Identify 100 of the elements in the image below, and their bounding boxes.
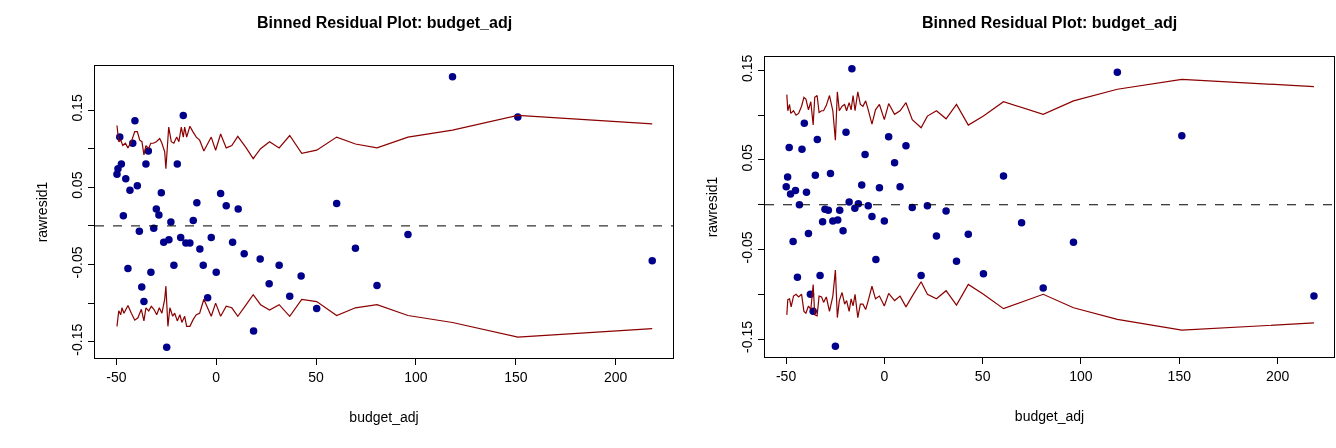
point <box>228 238 237 246</box>
point <box>857 181 866 189</box>
x-tick-label: 150 <box>1167 367 1192 384</box>
point <box>793 273 802 282</box>
point <box>404 230 412 239</box>
x-tick-label: 50 <box>974 367 991 384</box>
point <box>212 268 220 276</box>
point <box>816 271 824 280</box>
point <box>176 233 185 242</box>
point <box>842 128 850 136</box>
point <box>648 256 656 265</box>
y-tick-label: -0.05 <box>69 246 86 279</box>
point <box>884 132 893 141</box>
point <box>131 117 139 125</box>
point <box>216 189 225 198</box>
chart-title: Binned Residual Plot: budget_adj <box>922 14 1178 31</box>
point <box>152 205 161 213</box>
x-tick-label: -50 <box>775 367 797 384</box>
y-tick-label: -0.15 <box>739 320 756 353</box>
point <box>979 269 988 278</box>
point <box>791 186 800 195</box>
point <box>804 229 813 238</box>
point <box>848 64 856 73</box>
x-tick-label: 0 <box>880 367 889 384</box>
point <box>818 218 827 226</box>
point <box>1017 218 1026 227</box>
point <box>285 292 294 300</box>
point <box>265 280 273 288</box>
y-axis-title: rawresid1 <box>704 176 720 238</box>
point <box>942 207 950 215</box>
x-axis-title: budget_adj <box>349 409 419 426</box>
point <box>162 343 171 351</box>
y-tick-label: -0.05 <box>739 231 756 264</box>
point <box>203 294 212 302</box>
point <box>240 249 248 258</box>
point <box>126 186 134 195</box>
point <box>1178 132 1186 140</box>
point <box>157 188 166 197</box>
point <box>147 268 155 276</box>
line-series <box>786 269 1315 331</box>
y-tick-label: 0.15 <box>69 94 86 122</box>
chart-title: Binned Residual Plot: budget_adj <box>257 14 513 31</box>
point <box>113 170 121 178</box>
point <box>137 283 146 291</box>
point <box>826 169 835 178</box>
point <box>880 217 889 225</box>
point <box>332 199 341 208</box>
point <box>800 119 809 128</box>
point <box>782 183 790 191</box>
point <box>964 230 973 239</box>
point <box>140 297 148 306</box>
point <box>142 160 150 168</box>
point <box>795 201 804 209</box>
point <box>829 217 837 225</box>
point <box>839 226 847 235</box>
x-tick-label: 200 <box>1265 367 1290 384</box>
point <box>193 198 201 207</box>
point <box>932 232 941 240</box>
point <box>1069 238 1078 247</box>
point <box>133 181 142 190</box>
point <box>167 218 175 226</box>
point <box>256 255 264 263</box>
point <box>179 111 188 120</box>
point <box>785 143 793 152</box>
point <box>173 160 182 168</box>
line-series <box>116 114 653 170</box>
point <box>783 173 792 181</box>
line-series <box>786 78 1315 141</box>
point <box>923 201 932 210</box>
point <box>119 212 128 220</box>
point <box>868 212 876 221</box>
point <box>872 255 880 264</box>
point <box>811 171 820 179</box>
point <box>835 206 844 214</box>
point <box>952 257 961 265</box>
y-axis-title: rawresid1 <box>34 181 50 243</box>
x-tick-label: 100 <box>1069 367 1093 384</box>
point <box>275 261 283 270</box>
point <box>312 304 321 313</box>
point <box>448 73 457 81</box>
point <box>845 198 853 206</box>
point <box>1039 284 1047 292</box>
point <box>165 236 173 244</box>
line-series <box>116 285 653 338</box>
point <box>155 211 163 219</box>
point <box>1113 68 1122 76</box>
y-tick-label: 0.05 <box>69 171 86 199</box>
point <box>124 264 132 273</box>
point <box>234 205 242 213</box>
y-tick-label: -0.15 <box>69 323 86 356</box>
y-tick-label: 0.15 <box>739 54 756 82</box>
x-tick-label: 0 <box>212 368 221 385</box>
x-tick-label: 100 <box>404 368 428 385</box>
point <box>802 188 811 196</box>
x-axis-title: budget_adj <box>1014 408 1085 425</box>
point <box>875 184 884 192</box>
point <box>351 244 360 253</box>
point <box>813 135 822 144</box>
point <box>890 158 899 167</box>
point <box>896 183 904 191</box>
